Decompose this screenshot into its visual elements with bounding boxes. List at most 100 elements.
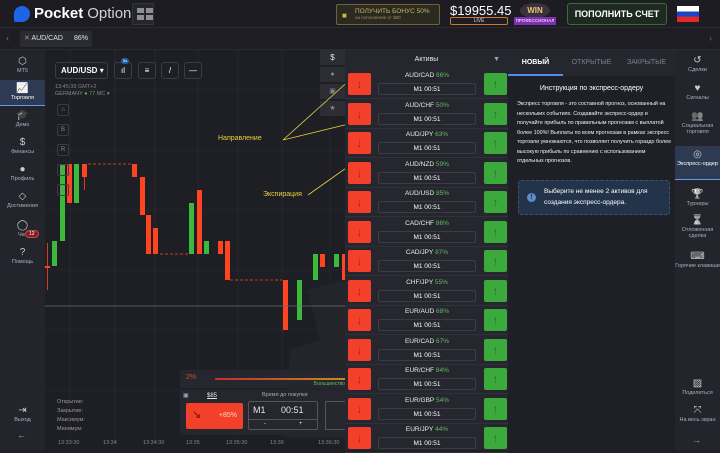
expiration-field[interactable]: M1 00:51 — [378, 319, 476, 331]
assets-header: Активы ▼ — [345, 50, 508, 70]
apps-grid-button[interactable] — [132, 3, 154, 25]
buy-up-button[interactable]: ↑ — [484, 191, 507, 213]
sidebar-item-chart[interactable]: 📈 Торговля — [0, 80, 45, 106]
chart-side-button-g[interactable]: G — [57, 184, 69, 196]
sidebar-item-mt5[interactable]: ⬡ MT5 — [0, 53, 45, 79]
right-nav-image[interactable]: ▨ Поделиться — [675, 375, 720, 396]
symbol-selector[interactable]: AUD/USD ▾ — [55, 62, 108, 79]
tab-new[interactable]: НОВЫЙ — [508, 50, 563, 76]
buy-up-button[interactable]: ↑ — [484, 338, 507, 361]
expiration-field[interactable]: M1 00:51 — [378, 201, 476, 213]
right-nav-express[interactable]: ◎ Экспресс-ордер — [675, 146, 720, 180]
deposit-button[interactable]: ПОПОЛНИТЬ СЧЕТ — [567, 3, 667, 25]
buy-up-button[interactable]: ↑ — [484, 73, 507, 95]
chart-side-button-r[interactable]: R — [57, 144, 69, 156]
buy-up-button[interactable]: ↑ — [484, 132, 507, 154]
language-flag[interactable] — [677, 6, 699, 22]
drawing-button[interactable]: / — [161, 62, 179, 79]
asset-name: CAD/JPY 87% — [405, 249, 449, 256]
expand-arrow-icon[interactable]: → — [692, 435, 701, 445]
right-nav-hourglass[interactable]: ⌛ Отложенная сделка — [675, 212, 720, 239]
sidebar-item-user[interactable]: ● Профиль — [0, 161, 45, 187]
save-icon[interactable]: ▣ — [320, 84, 345, 99]
sell-down-button[interactable]: ↓ — [348, 279, 371, 302]
sell-down-button[interactable]: ↓ — [348, 102, 371, 125]
account-type-badge[interactable]: LIVE — [450, 17, 508, 25]
sidebar-item-logout[interactable]: ⇥ Выход — [0, 402, 45, 428]
chart-side-button-a[interactable]: A — [57, 164, 69, 176]
expiration-field[interactable]: M1 00:51 — [378, 230, 476, 243]
indicators-button[interactable]: ≡ — [138, 62, 156, 79]
expiration-field[interactable]: M1 00:51 — [378, 289, 476, 302]
tab-closed[interactable]: ЗАКРЫТЫЕ — [627, 59, 666, 66]
right-nav-keyboard[interactable]: ⌨ Горячие клавиши — [675, 248, 720, 269]
expiration-field[interactable]: M1 00:51 — [378, 171, 476, 184]
win-badge[interactable]: WIN — [520, 3, 550, 18]
buy-up-button[interactable]: ↑ — [484, 309, 507, 331]
minus-button[interactable]: - — [264, 421, 266, 427]
home-button[interactable]: ⌂ — [57, 104, 69, 116]
close-icon[interactable]: ✕ — [24, 35, 32, 42]
buy-up-button[interactable]: ↑ — [484, 279, 507, 302]
sell-down-button[interactable]: ↓ — [348, 191, 371, 213]
expiration-field[interactable]: M1 00:51 — [378, 112, 476, 125]
expiration-field[interactable]: M1 00:51 — [378, 437, 476, 449]
balance[interactable]: $19955.45 — [450, 3, 512, 18]
play-icon[interactable]: ▣ — [183, 393, 189, 399]
line-button[interactable]: — — [184, 62, 202, 79]
chevron-left-icon[interactable]: ‹ — [6, 33, 9, 43]
right-nav-heartbeat[interactable]: ♥ Сигналы — [675, 80, 720, 101]
right-nav-users[interactable]: 👥 Социальная торговля — [675, 108, 720, 135]
expiration-field[interactable]: M1 00:51 — [378, 378, 476, 390]
bonus-button[interactable]: ■ ПОЛУЧИТЬ БОНУС 50% на пополнение от $50 — [336, 4, 440, 25]
drop-icon[interactable]: ● — [320, 67, 345, 82]
asset-tab[interactable]: ✕ AUD/CAD 86% — [20, 31, 92, 47]
right-nav-fullscreen[interactable]: ⤧ На весь экран — [675, 402, 720, 423]
chevron-right-icon[interactable]: › — [709, 33, 712, 43]
logo[interactable]: Pocket Option — [14, 5, 131, 22]
sell-down-button[interactable]: ↓ — [348, 132, 371, 154]
sell-down-button[interactable]: ↓ — [348, 338, 371, 361]
sliders-icon: ≡ — [144, 66, 150, 75]
sell-down-button[interactable]: ↓ — [348, 397, 371, 420]
sell-down-button[interactable]: ↓ — [348, 73, 371, 95]
expiration-field[interactable]: M1 00:51 — [378, 142, 476, 154]
tab-open[interactable]: ОТКРЫТЫЕ — [571, 59, 612, 66]
sidebar-item-dollar[interactable]: $ Финансы — [0, 134, 45, 160]
expiration-field[interactable]: M1 00:51 — [378, 348, 476, 361]
buy-up-button[interactable]: ↑ — [484, 250, 507, 272]
sell-down-button[interactable]: ↓ — [348, 427, 371, 449]
buy-up-button[interactable]: ↑ — [484, 102, 507, 125]
trade-amount[interactable]: $85 — [207, 393, 218, 399]
expiration-stepper[interactable]: M1 00:51 - + — [248, 401, 318, 430]
expiration-field[interactable]: M1 00:51 — [378, 407, 476, 420]
buy-up-button[interactable]: ↑ — [484, 427, 507, 449]
sell-down-button[interactable]: ↓ — [348, 161, 371, 184]
time-axis-label: 13:36:30 — [318, 440, 340, 446]
star-icon[interactable]: ★ — [320, 101, 345, 116]
buy-up-button[interactable]: ↑ — [484, 161, 507, 184]
timeframe-button[interactable]: ıl 5s — [114, 58, 132, 79]
sell-down-button[interactable]: ↓ — [348, 368, 371, 390]
sidebar-item-graduation-cap[interactable]: 🎓 Демо — [0, 107, 45, 133]
sell-down-button[interactable]: ↓ — [348, 250, 371, 272]
filter-icon[interactable]: ▼ — [493, 56, 500, 63]
plus-button[interactable]: + — [299, 421, 303, 427]
buy-up-button[interactable]: ↑ — [484, 397, 507, 420]
dollar-icon[interactable]: $ — [320, 50, 345, 65]
buy-up-button[interactable]: ↑ — [484, 368, 507, 390]
chart-side-button-b[interactable]: B — [57, 124, 69, 136]
collapse-arrow-icon[interactable]: ← — [17, 430, 26, 440]
sidebar-item-diamond[interactable]: ◇ Достижения — [0, 188, 45, 214]
sell-down-button[interactable]: ↓ — [348, 309, 371, 331]
sell-down-button[interactable]: ↓ — [348, 220, 371, 243]
sell-button[interactable]: ↘ +85% — [186, 403, 243, 429]
amount-stepper[interactable] — [325, 401, 345, 430]
sidebar-item-help[interactable]: ? Помощь — [0, 244, 45, 270]
right-nav-trophy[interactable]: 🏆 Турниры — [675, 186, 720, 207]
expiration-field[interactable]: M1 00:51 — [378, 83, 476, 95]
sidebar-item-chat[interactable]: ◯ Чат — [0, 217, 45, 243]
buy-up-button[interactable]: ↑ — [484, 220, 507, 243]
right-nav-history[interactable]: ↺ Сделки — [675, 52, 720, 73]
expiration-field[interactable]: M1 00:51 — [378, 260, 476, 272]
